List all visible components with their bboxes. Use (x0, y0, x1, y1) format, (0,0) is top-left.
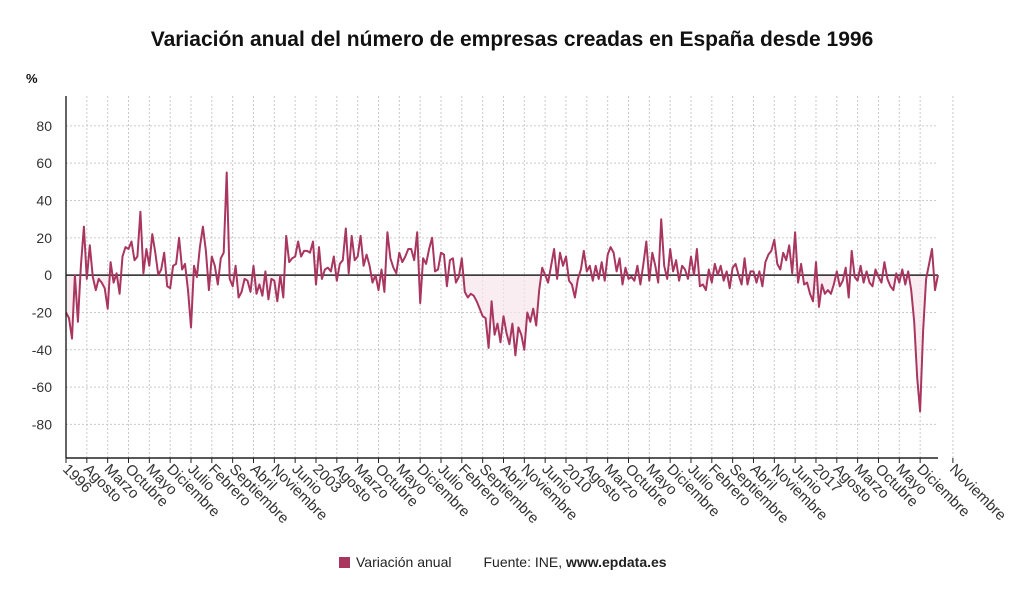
chart-title: Variación anual del número de empresas c… (150, 28, 874, 51)
y-tick-label: 60 (36, 155, 52, 171)
y-tick-label: -60 (32, 379, 52, 395)
series-line-group (65, 171, 939, 413)
series-negative-fill (66, 275, 938, 412)
series-line-variacion-anual (65, 171, 939, 413)
y-tick-labels: 80 60 40 20 0 -20 -40 -60 -80 (32, 118, 52, 433)
source-prefix: Fuente: INE, (483, 554, 566, 570)
y-tick-label: 40 (36, 192, 52, 208)
legend: Variación anual Fuente: INE, www.epdata.… (339, 554, 667, 570)
x-tick-labels: 1996AgostoMarzoOctubreMayoDiciembreJulio… (59, 461, 1009, 527)
source-note: Fuente: INE, www.epdata.es (483, 554, 666, 570)
y-tick-label: 80 (36, 118, 52, 134)
y-tick-label: -80 (32, 416, 52, 432)
legend-swatch (339, 556, 350, 568)
source-site: www.epdata.es (565, 554, 667, 570)
negative-area-fill (66, 275, 938, 412)
y-tick-label: -40 (32, 342, 52, 358)
axes (65, 96, 954, 463)
legend-series-label: Variación anual (356, 554, 452, 570)
y-tick-label: 0 (44, 267, 52, 283)
y-axis-unit-label: % (26, 71, 38, 86)
y-tick-label: 20 (36, 230, 52, 246)
y-tick-label: -20 (32, 304, 52, 320)
